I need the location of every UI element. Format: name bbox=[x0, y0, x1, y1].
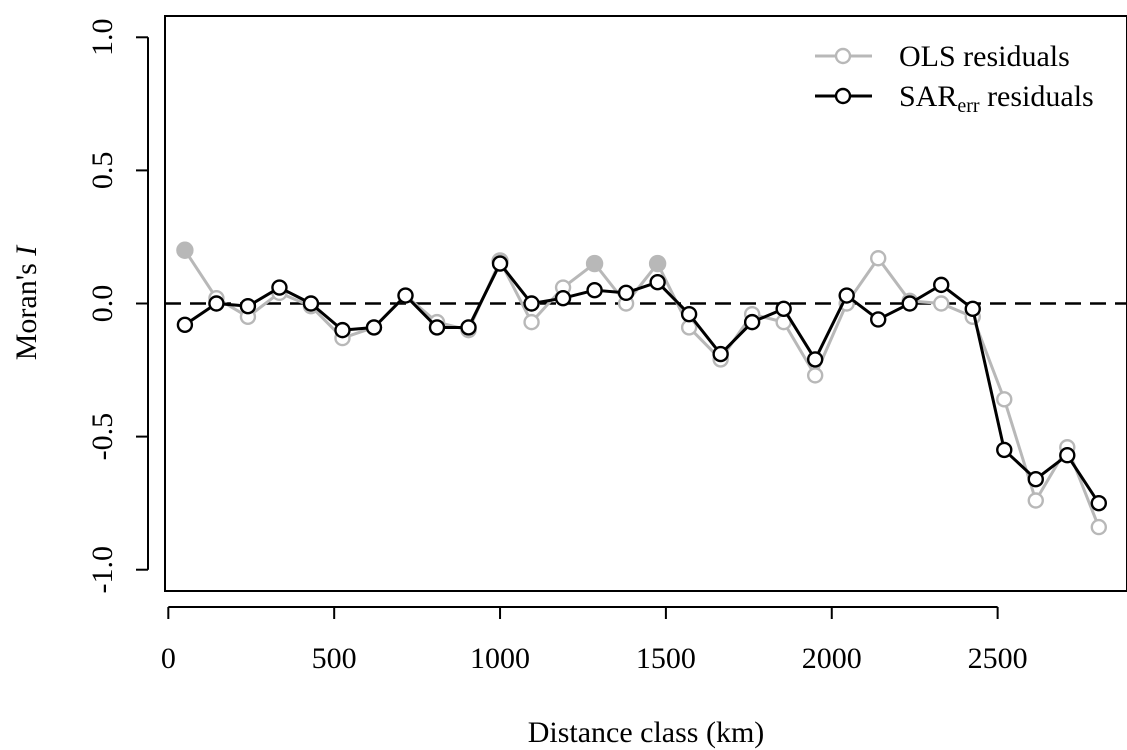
data-point-sar bbox=[554, 289, 572, 307]
data-point-sar bbox=[901, 295, 918, 312]
series-sar bbox=[176, 255, 1108, 512]
data-point-sar bbox=[1027, 470, 1044, 488]
x-tick-label: 2500 bbox=[968, 642, 1028, 675]
series-layer bbox=[176, 241, 1108, 536]
x-axis: 0 500 1000 1500 2000 2500 bbox=[161, 606, 1028, 675]
legend-label-sar-main: SAR bbox=[899, 80, 957, 113]
data-point-sar bbox=[271, 279, 288, 296]
x-tick-label: 0 bbox=[161, 642, 176, 675]
y-tick-label: -1.0 bbox=[86, 546, 119, 594]
legend-label-sar: SARerr residuals bbox=[899, 80, 1094, 117]
data-point-sar bbox=[680, 305, 698, 323]
data-point-ols bbox=[996, 391, 1013, 408]
legend-marker-ols bbox=[834, 47, 852, 65]
data-point-sar bbox=[1059, 447, 1076, 464]
data-point-ols bbox=[1090, 518, 1108, 536]
legend-entry-sar: SARerr residuals bbox=[815, 80, 1094, 117]
data-point-sar bbox=[460, 319, 477, 336]
data-point-sar bbox=[996, 441, 1013, 459]
data-point-ols bbox=[806, 367, 824, 384]
data-point-sar bbox=[397, 287, 414, 304]
y-axis-title-italic: I bbox=[10, 244, 43, 257]
data-point-sar bbox=[176, 316, 194, 333]
legend-entry-ols: OLS residuals bbox=[815, 40, 1070, 73]
data-point-sar bbox=[617, 284, 635, 302]
data-point-sar bbox=[428, 319, 446, 336]
legend-label-sar-sub: err bbox=[957, 95, 980, 117]
y-axis: -1.0 -0.5 0.0 0.5 1.0 bbox=[86, 19, 149, 594]
data-point-sar bbox=[964, 300, 981, 318]
y-tick-label: 1.0 bbox=[86, 19, 119, 57]
data-point-sar bbox=[302, 295, 320, 312]
data-point-sar bbox=[649, 274, 666, 291]
data-point-ols bbox=[176, 241, 194, 259]
x-tick-label: 1500 bbox=[636, 642, 696, 675]
data-point-sar bbox=[491, 255, 509, 272]
data-point-ols bbox=[870, 250, 887, 267]
data-point-sar bbox=[933, 276, 950, 294]
data-point-sar bbox=[239, 297, 257, 315]
y-axis-title: Moran's I bbox=[10, 244, 43, 361]
y-tick-label: 0.0 bbox=[86, 285, 119, 323]
y-tick-label: 0.5 bbox=[86, 152, 119, 190]
legend-label-ols: OLS residuals bbox=[899, 40, 1070, 73]
x-tick-label: 2000 bbox=[802, 642, 862, 675]
data-point-sar bbox=[870, 311, 887, 328]
data-point-sar bbox=[334, 321, 351, 339]
data-point-sar bbox=[838, 287, 855, 304]
data-point-sar bbox=[523, 295, 540, 312]
data-point-ols bbox=[1027, 492, 1044, 509]
data-point-ols bbox=[648, 254, 667, 273]
data-point-sar bbox=[208, 295, 225, 312]
legend-label-ols-main: OLS residuals bbox=[899, 40, 1070, 73]
x-axis-title: Distance class (km) bbox=[528, 716, 765, 749]
data-point-sar bbox=[712, 345, 729, 363]
data-point-sar bbox=[743, 313, 761, 331]
x-tick-label: 500 bbox=[312, 642, 357, 675]
series-line-sar bbox=[184, 262, 1101, 504]
legend: OLS residuals SARerr residuals bbox=[815, 40, 1094, 117]
y-tick-label: -0.5 bbox=[86, 413, 119, 461]
data-point-sar bbox=[1090, 494, 1108, 512]
data-point-sar bbox=[806, 351, 824, 368]
data-point-sar bbox=[775, 300, 792, 318]
data-point-sar bbox=[365, 319, 383, 336]
y-axis-title-main: Moran's bbox=[10, 256, 43, 361]
data-point-ols bbox=[933, 295, 950, 312]
data-point-sar bbox=[586, 281, 603, 299]
legend-marker-sar bbox=[834, 87, 852, 105]
data-point-ols bbox=[585, 254, 604, 273]
series-line-ols bbox=[183, 249, 1101, 528]
x-tick-label: 1000 bbox=[470, 642, 530, 675]
legend-label-sar-suffix: residuals bbox=[980, 80, 1094, 113]
data-point-ols bbox=[523, 313, 540, 331]
